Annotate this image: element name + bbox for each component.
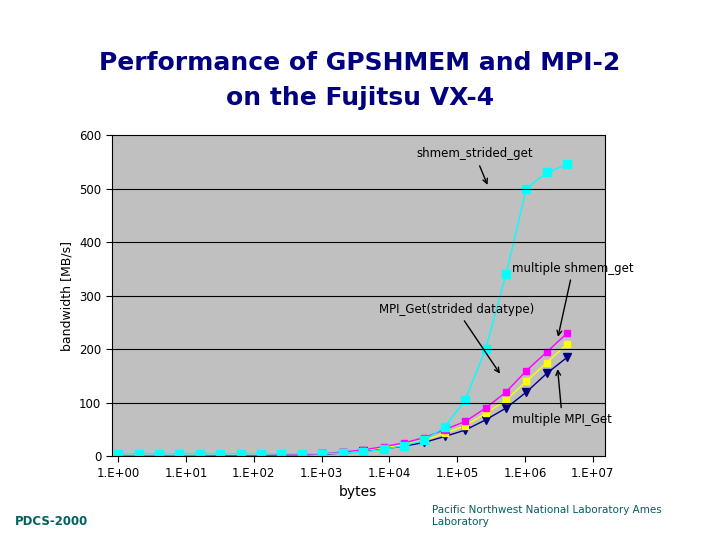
Text: PDCS-2000: PDCS-2000 [14, 515, 88, 528]
Text: MPI_Get(strided datatype): MPI_Get(strided datatype) [379, 303, 534, 373]
Text: Performance of GPSHMEM and MPI-2: Performance of GPSHMEM and MPI-2 [99, 51, 621, 75]
X-axis label: bytes: bytes [339, 485, 377, 500]
Text: shmem_strided_get: shmem_strided_get [416, 147, 533, 184]
Y-axis label: bandwidth [MB/s]: bandwidth [MB/s] [60, 241, 73, 350]
Text: multiple MPI_Get: multiple MPI_Get [513, 370, 612, 426]
Text: multiple shmem_get: multiple shmem_get [513, 261, 634, 335]
Text: on the Fujitsu VX-4: on the Fujitsu VX-4 [226, 86, 494, 110]
Text: Pacific Northwest National Laboratory Ames
Laboratory: Pacific Northwest National Laboratory Am… [432, 505, 662, 527]
